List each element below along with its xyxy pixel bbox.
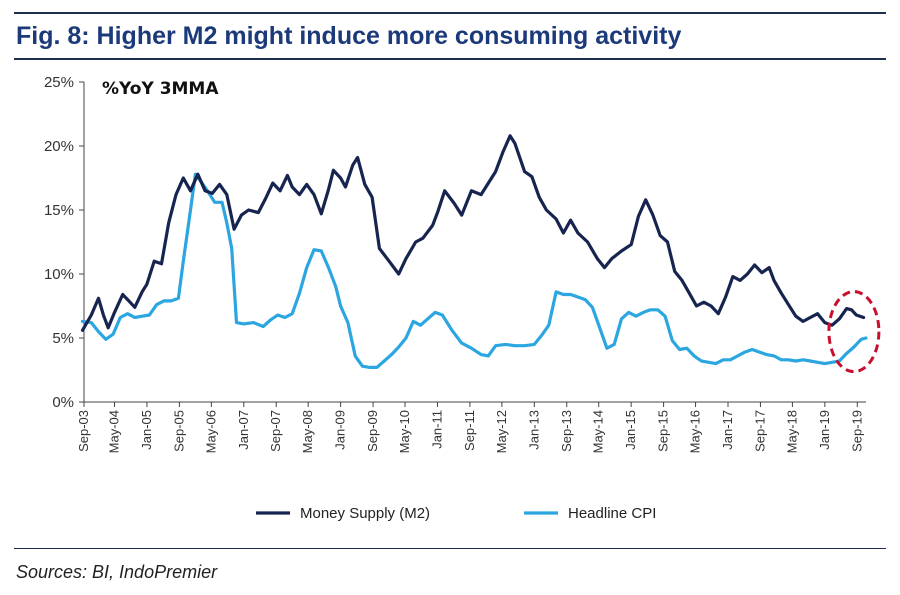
x-tick-label: Sep-19: [849, 410, 864, 452]
x-tick-label: Sep-05: [171, 410, 186, 452]
x-tick-label: Sep-13: [559, 410, 574, 452]
y-axis: 0% 5% 10% 15% 20% 25%: [44, 74, 85, 411]
y-tick-label: 25%: [44, 74, 74, 91]
cpi-series-line: [80, 172, 868, 369]
x-tick-label: Sep-09: [365, 410, 380, 452]
x-tick-label: Sep-07: [268, 410, 283, 452]
x-tick-label: Jan-05: [139, 410, 154, 450]
chart-canvas: 0%5%10%15%20%25% Sep-03 May-04 Jan-05 Sep-0…: [44, 74, 881, 522]
x-tick-label: May-10: [397, 410, 412, 453]
top-rule: [14, 12, 886, 14]
series-layer: [80, 134, 868, 369]
x-tick-label: Jan-09: [333, 410, 348, 450]
legend-label: Money Supply (M2): [300, 505, 430, 522]
x-tick-label: May-08: [300, 410, 315, 453]
x-tick-label: Jan-13: [526, 410, 541, 450]
highlight-ellipse: [827, 290, 881, 374]
x-tick-label: Jan-19: [817, 410, 832, 450]
y-tick-label: 5%: [52, 330, 74, 347]
x-tick-label: May-12: [494, 410, 509, 453]
y-tick-label: 15%: [44, 202, 74, 219]
x-tick-label: Jan-07: [236, 410, 251, 450]
y-tick-label: 0%: [52, 394, 74, 411]
legend: Money Supply (M2) Headline CPI: [256, 505, 656, 522]
m2-series-line: [80, 134, 866, 332]
y-tick-label: 10%: [44, 266, 74, 283]
x-tick-label: Jan-11: [429, 410, 444, 449]
bottom-rule: [14, 548, 886, 549]
source-note: Sources: BI, IndoPremier: [16, 562, 218, 582]
x-tick-label: May-18: [784, 410, 799, 453]
x-tick-label: May-06: [203, 410, 218, 453]
x-tick-label: May-16: [688, 410, 703, 453]
annotation-layer: [827, 290, 881, 374]
x-tick-label: Sep-03: [76, 410, 91, 452]
x-tick-label: May-14: [591, 410, 606, 453]
chart-subtitle: %YoY 3MMA: [102, 79, 219, 99]
title-rule: [14, 58, 886, 60]
x-tick-label: May-04: [107, 410, 122, 453]
chart-title: Fig. 8: Higher M2 might induce more cons…: [16, 22, 682, 50]
legend-label: Headline CPI: [568, 505, 656, 522]
x-tick-label: Jan-15: [623, 410, 638, 450]
x-tick-label: Sep-11: [462, 410, 477, 451]
x-tick-label: Sep-17: [752, 410, 767, 452]
x-axis: Sep-03 May-04 Jan-05 Sep-05 May-06 Jan-07 Sep-…: [76, 401, 866, 453]
x-tick-label: Jan-17: [720, 410, 735, 450]
y-tick-label: 20%: [44, 138, 74, 155]
x-tick-label: Sep-15: [656, 410, 671, 452]
